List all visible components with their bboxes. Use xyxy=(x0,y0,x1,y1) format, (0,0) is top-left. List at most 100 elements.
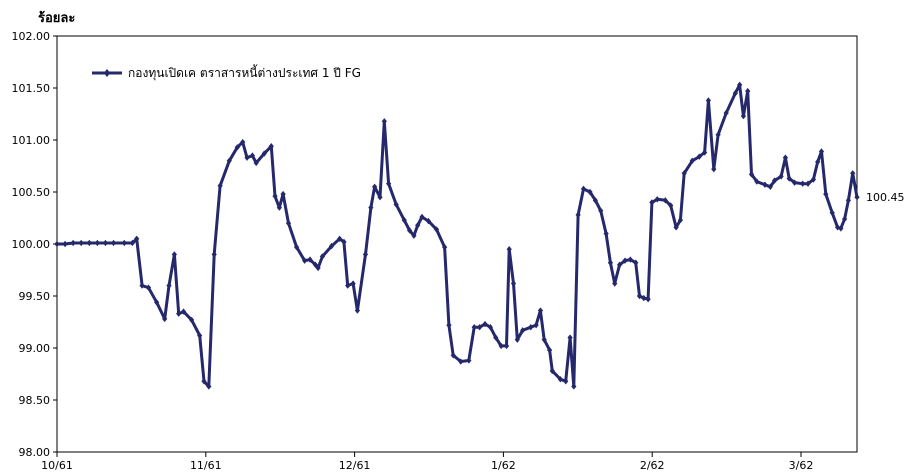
data-point xyxy=(838,225,844,232)
plot-area-frame xyxy=(56,35,858,453)
data-point xyxy=(541,336,547,343)
data-point xyxy=(607,259,614,266)
data-point xyxy=(78,239,84,247)
data-point xyxy=(689,157,695,164)
data-point xyxy=(145,284,152,291)
data-point xyxy=(372,183,378,190)
data-point xyxy=(307,256,313,263)
data-point xyxy=(471,324,477,331)
data-point xyxy=(732,90,738,97)
data-point xyxy=(276,204,282,211)
data-point xyxy=(482,320,488,328)
x-tick-label: 12/61 xyxy=(339,459,371,472)
data-point xyxy=(767,183,773,190)
data-point xyxy=(70,239,76,247)
data-point xyxy=(823,190,829,198)
data-point xyxy=(715,131,721,138)
data-point xyxy=(681,170,687,177)
data-point xyxy=(393,201,399,208)
data-point xyxy=(748,171,755,178)
x-axis: 10/61 11/61 12/61 1/62 2/62 3/62 xyxy=(41,452,813,472)
data-point xyxy=(350,280,356,287)
data-point xyxy=(86,239,92,247)
last-value-label: 100.45 xyxy=(866,191,905,204)
data-point xyxy=(575,211,581,219)
data-point xyxy=(377,194,383,201)
legend-swatch-marker xyxy=(103,69,111,77)
data-point xyxy=(319,253,326,260)
data-point xyxy=(197,332,203,339)
data-point xyxy=(121,239,127,247)
data-point xyxy=(645,295,651,303)
y-tick-label: 100.50 xyxy=(12,186,51,199)
data-point xyxy=(458,358,464,365)
data-point xyxy=(520,327,526,334)
data-point xyxy=(176,310,182,317)
data-point xyxy=(622,257,628,264)
y-axis: 98.00 98.50 99.00 99.50 100.00 100.50 101.00 10… xyxy=(12,30,57,459)
y-tick-label: 99.50 xyxy=(19,290,51,303)
data-point xyxy=(487,324,493,331)
data-point xyxy=(362,251,369,258)
data-point xyxy=(612,280,618,287)
data-point xyxy=(854,194,860,201)
data-point xyxy=(842,215,848,223)
data-point xyxy=(571,383,577,390)
data-point xyxy=(407,227,413,234)
data-point xyxy=(411,232,417,239)
data-point xyxy=(341,238,347,246)
data-point xyxy=(587,188,593,196)
data-point xyxy=(94,239,100,247)
data-point xyxy=(217,182,223,189)
data-point xyxy=(598,207,604,214)
y-tick-label: 101.50 xyxy=(12,82,51,95)
series-line xyxy=(55,83,859,388)
data-point xyxy=(498,342,504,350)
data-point xyxy=(506,246,512,253)
data-point xyxy=(188,316,195,324)
data-point xyxy=(567,334,573,341)
data-point xyxy=(810,176,816,183)
series-layer xyxy=(54,81,860,390)
data-point xyxy=(446,321,452,329)
x-tick-label: 1/62 xyxy=(491,459,516,472)
data-point xyxy=(636,292,643,300)
data-point xyxy=(818,148,825,155)
data-point xyxy=(328,242,335,250)
x-tick-label: 10/61 xyxy=(41,459,73,472)
data-point xyxy=(549,367,555,375)
data-point xyxy=(778,173,784,180)
data-point xyxy=(280,190,286,198)
data-point xyxy=(702,149,708,156)
data-point xyxy=(201,378,207,385)
x-tick-label: 2/62 xyxy=(640,459,665,472)
data-point xyxy=(533,321,539,329)
data-point xyxy=(433,226,440,233)
data-point xyxy=(425,217,432,225)
data-point xyxy=(419,213,425,221)
data-point xyxy=(162,315,168,323)
data-point xyxy=(477,324,483,331)
data-point xyxy=(240,138,246,146)
y-tick-label: 101.00 xyxy=(12,134,51,147)
y-tick-label: 99.00 xyxy=(19,342,51,355)
data-point xyxy=(673,224,679,231)
data-point xyxy=(592,197,598,204)
data-point xyxy=(415,222,421,229)
data-point xyxy=(261,150,267,157)
data-point xyxy=(528,324,534,331)
data-point xyxy=(677,216,684,224)
data-point xyxy=(845,197,851,204)
legend: กองทุนเปิดเค ตราสารหนี้ต่างประเทศ 1 ปี F… xyxy=(92,64,361,81)
data-point xyxy=(616,261,623,268)
data-point xyxy=(62,240,68,248)
data-point xyxy=(829,209,835,216)
data-point xyxy=(285,220,292,227)
data-point xyxy=(442,243,448,251)
y-tick-label: 100.00 xyxy=(12,238,51,251)
data-point xyxy=(386,180,392,187)
data-point xyxy=(514,336,520,343)
data-point xyxy=(171,251,177,258)
data-point xyxy=(337,235,343,242)
data-point xyxy=(800,180,806,187)
